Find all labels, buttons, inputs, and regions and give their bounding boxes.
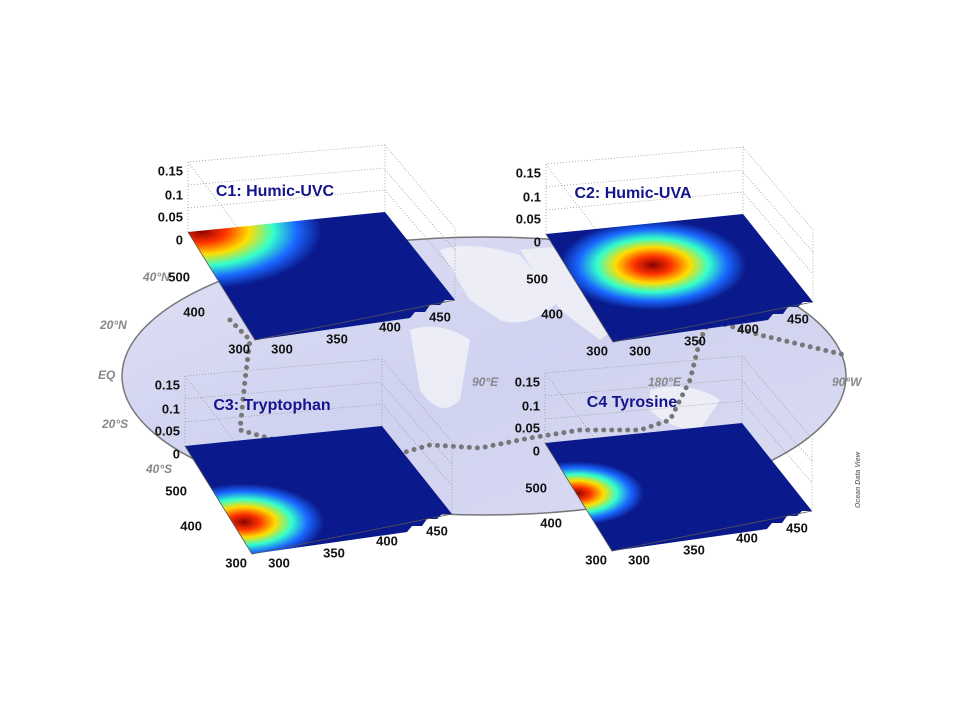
z-tick-label: 0.05 bbox=[155, 423, 180, 438]
x-tick-label: 450 bbox=[429, 309, 451, 324]
y-tick-label: 300 bbox=[586, 343, 608, 358]
x-tick-label: 450 bbox=[786, 520, 808, 535]
z-tick-label: 0.1 bbox=[522, 398, 540, 413]
x-tick-label: 300 bbox=[271, 341, 293, 356]
y-tick-label: 400 bbox=[180, 518, 202, 533]
z-tick-label: 0.15 bbox=[158, 163, 183, 178]
x-tick-label: 400 bbox=[379, 319, 401, 334]
lat-label: 20°S bbox=[101, 417, 128, 431]
z-tick-label: 0.15 bbox=[516, 165, 541, 180]
surface bbox=[185, 426, 452, 554]
lat-label: 40°S bbox=[145, 462, 172, 476]
lat-label: 20°N bbox=[99, 318, 127, 332]
x-tick-label: 350 bbox=[683, 542, 705, 557]
axis bbox=[187, 231, 456, 341]
z-tick-label: 0 bbox=[176, 232, 183, 247]
z-tick-label: 0.1 bbox=[523, 189, 541, 204]
x-tick-label: 450 bbox=[787, 311, 809, 326]
surface-panel: C1: Humic-UVC 0.15 0.1 0.05 0 500 400 300 300 350… bbox=[158, 144, 456, 356]
surface-panel: C2: Humic-UVA 0.15 0.1 0.05 0 500 400 300 300 350… bbox=[516, 146, 814, 358]
lat-label: 40°N bbox=[142, 270, 170, 284]
z-tick-label: 0.05 bbox=[158, 209, 183, 224]
surface bbox=[546, 214, 813, 342]
surface bbox=[188, 212, 455, 340]
x-tick-label: 350 bbox=[323, 545, 345, 560]
z-tick-label: 0.05 bbox=[516, 211, 541, 226]
axis bbox=[545, 233, 814, 343]
cruise-track bbox=[227, 317, 848, 458]
panel-title: C2: Humic-UVA bbox=[574, 185, 691, 202]
y-tick-label: 400 bbox=[183, 304, 205, 319]
lon-label: 180°E bbox=[648, 375, 682, 389]
y-tick-label: 500 bbox=[168, 269, 190, 284]
z-tick-label: 0 bbox=[534, 234, 541, 249]
x-tick-label: 300 bbox=[268, 555, 290, 570]
x-tick-label: 350 bbox=[326, 331, 348, 346]
x-tick-label: 300 bbox=[628, 552, 650, 567]
z-tick-label: 0 bbox=[173, 446, 180, 461]
y-tick-label: 400 bbox=[540, 515, 562, 530]
panel-title: C1: Humic-UVC bbox=[216, 183, 335, 200]
z-tick-label: 0.05 bbox=[515, 420, 540, 435]
y-tick-label: 500 bbox=[525, 480, 547, 495]
panels: C1: Humic-UVC 0.15 0.1 0.05 0 500 400 300 300 350… bbox=[155, 144, 814, 570]
x-tick-label: 350 bbox=[684, 333, 706, 348]
z-tick-label: 0.15 bbox=[155, 377, 180, 392]
lat-label: EQ bbox=[98, 368, 116, 382]
x-tick-label: 400 bbox=[737, 321, 759, 336]
y-tick-label: 300 bbox=[228, 341, 250, 356]
surface bbox=[545, 423, 812, 551]
surface-panel: C3: Tryptophan 0.15 0.1 0.05 0 500 400 300 300 35… bbox=[155, 358, 453, 570]
credit: Ocean Data View bbox=[855, 451, 862, 508]
y-tick-label: 400 bbox=[541, 306, 563, 321]
x-tick-label: 400 bbox=[736, 530, 758, 545]
lon-label: 90°W bbox=[832, 375, 863, 389]
axis bbox=[184, 445, 453, 555]
y-tick-label: 500 bbox=[165, 483, 187, 498]
panel-title: C3: Tryptophan bbox=[213, 397, 330, 414]
lon-label: 90°E bbox=[472, 375, 499, 389]
y-tick-label: 300 bbox=[225, 555, 247, 570]
box-grid bbox=[187, 144, 456, 300]
x-tick-label: 300 bbox=[629, 343, 651, 358]
box-grid bbox=[545, 146, 814, 302]
z-tick-label: 0.1 bbox=[165, 187, 183, 202]
y-tick-label: 300 bbox=[585, 552, 607, 567]
box-grid bbox=[544, 355, 813, 511]
panel-title: C4 Tyrosine bbox=[587, 394, 678, 411]
y-tick-label: 500 bbox=[526, 271, 548, 286]
x-tick-label: 400 bbox=[376, 533, 398, 548]
axis bbox=[544, 442, 813, 552]
box-grid bbox=[184, 358, 453, 514]
z-tick-label: 0.1 bbox=[162, 401, 180, 416]
z-tick-label: 0.15 bbox=[515, 374, 540, 389]
x-tick-label: 450 bbox=[426, 523, 448, 538]
z-tick-label: 0 bbox=[533, 443, 540, 458]
surface-panel: C4 Tyrosine 0.15 0.1 0.05 0 500 400 300 300 350 40… bbox=[515, 355, 813, 567]
